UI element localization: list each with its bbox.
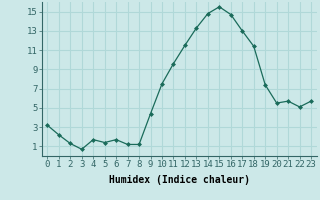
X-axis label: Humidex (Indice chaleur): Humidex (Indice chaleur) xyxy=(109,175,250,185)
